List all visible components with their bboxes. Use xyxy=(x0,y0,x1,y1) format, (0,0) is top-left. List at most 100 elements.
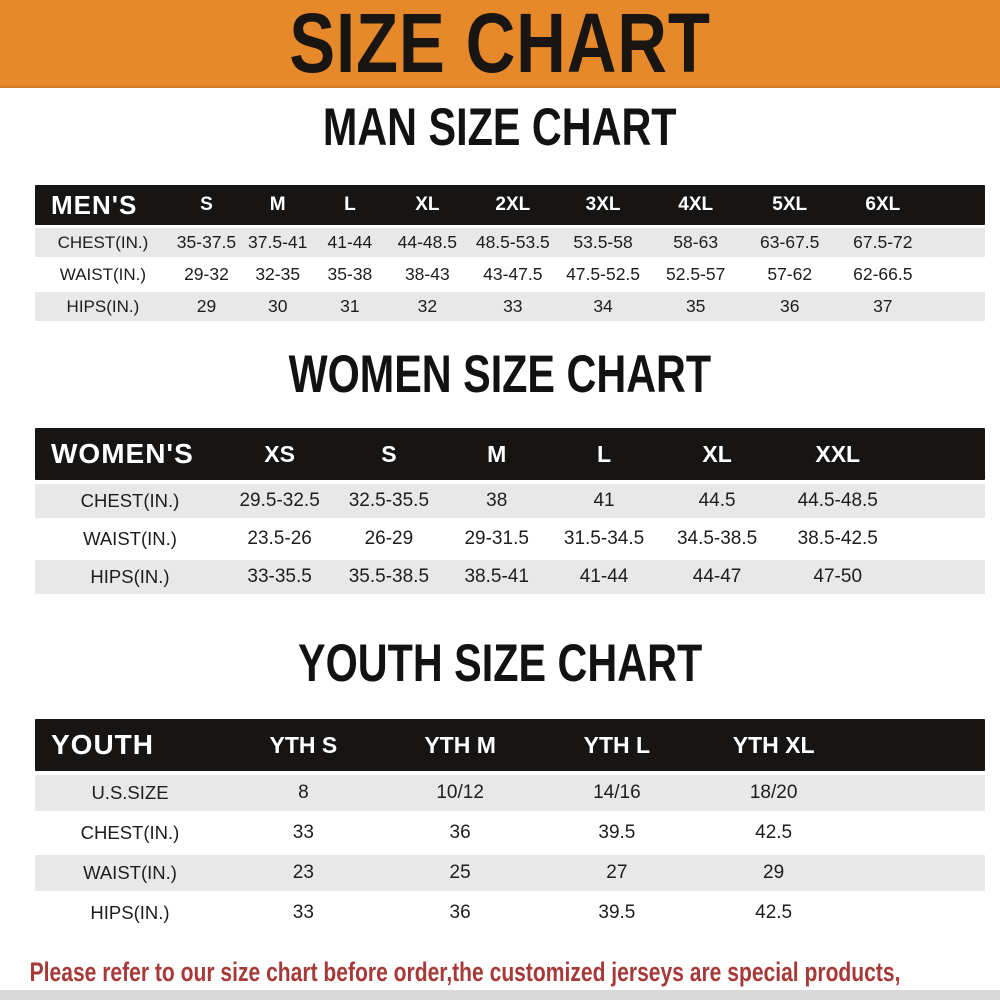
size-value: 41 xyxy=(593,490,615,511)
size-value: 35.5-38.5 xyxy=(348,566,430,587)
size-value: 47.5-52.5 xyxy=(566,264,641,284)
size-value: 31.5-34.5 xyxy=(563,528,645,549)
size-column-header: L xyxy=(344,194,356,215)
women-size-table: WOMEN'S XS S M L XL XXL CHEST(IN.) 29.5-32.5 32.5… xyxy=(35,428,985,594)
size-value: 29-32 xyxy=(184,264,229,284)
table-row: CHEST(IN.) 33 36 39.5 42.5 xyxy=(35,815,985,851)
bottom-strip xyxy=(0,990,1000,1000)
size-value: 41-44 xyxy=(579,566,629,587)
size-value: 53.5-58 xyxy=(573,232,633,252)
size-value: 26-29 xyxy=(364,528,414,549)
size-column-header: 6XL xyxy=(865,194,901,215)
row-label: HIPS(IN.) xyxy=(66,296,140,316)
row-label: WAIST(IN.) xyxy=(59,264,147,284)
size-value: 35-37.5 xyxy=(176,232,237,252)
size-column-header: S xyxy=(200,194,213,215)
banner: SIZE CHART xyxy=(0,0,1000,88)
size-value: 27 xyxy=(606,862,628,883)
table-row: WAIST(IN.) 23.5-26 26-29 29-31.5 31.5-34.5 34… xyxy=(35,522,985,556)
size-column-header: XL xyxy=(702,440,732,467)
size-column-header: XXL xyxy=(815,440,861,467)
size-column-header: 5XL xyxy=(772,194,808,215)
size-value: 62-66.5 xyxy=(853,264,913,284)
size-value: 34 xyxy=(593,296,613,316)
size-column-header: XS xyxy=(264,440,295,467)
size-value: 44-48.5 xyxy=(397,232,457,252)
row-label: U.S.SIZE xyxy=(91,782,169,803)
size-value: 39.5 xyxy=(598,902,636,923)
size-column-header: 2XL xyxy=(495,194,531,215)
size-column-header: YTH L xyxy=(583,731,651,758)
size-value: 57-62 xyxy=(767,264,813,284)
youth-section-heading: YOUTH SIZE CHART xyxy=(0,634,1000,703)
size-value: 38.5-41 xyxy=(464,566,529,587)
size-value: 52.5-57 xyxy=(666,264,726,284)
row-label: CHEST(IN.) xyxy=(80,490,180,511)
size-value: 34.5-38.5 xyxy=(676,528,758,549)
size-value: 36 xyxy=(449,902,471,923)
youth-section-heading-text: YOUTH SIZE CHART xyxy=(297,634,703,693)
size-column-header: YTH M xyxy=(424,731,496,758)
size-value: 44.5-48.5 xyxy=(797,490,878,511)
size-value: 63-67.5 xyxy=(760,232,820,252)
size-value: 29-31.5 xyxy=(464,528,529,549)
size-column-header: 3XL xyxy=(585,194,621,215)
size-value: 42.5 xyxy=(755,902,793,923)
size-value: 18/20 xyxy=(749,782,798,803)
size-value: 38-43 xyxy=(404,264,450,284)
size-value: 32-35 xyxy=(255,264,301,284)
size-value: 44.5 xyxy=(698,490,736,511)
size-value: 33 xyxy=(503,296,523,316)
size-column-header: M xyxy=(269,194,286,215)
size-value: 37 xyxy=(873,296,893,316)
size-value: 42.5 xyxy=(755,822,793,843)
table-title-cell: YOUTH xyxy=(51,729,154,760)
size-value: 38.5-42.5 xyxy=(797,528,878,549)
size-value: 14/16 xyxy=(593,782,641,803)
size-value: 32.5-35.5 xyxy=(348,490,430,511)
size-value: 67.5-72 xyxy=(853,232,913,252)
size-value: 36 xyxy=(779,296,800,316)
size-value: 23 xyxy=(292,862,314,883)
table-row: WAIST(IN.) 29-32 32-35 35-38 38-43 43-47.5 47.… xyxy=(35,260,985,289)
table-header-row: MEN'S S M L XL 2XL 3XL 4XL 5XL 6XL xyxy=(35,185,985,225)
men-section-heading: MAN SIZE CHART xyxy=(0,98,1000,167)
men-section-heading-text: MAN SIZE CHART xyxy=(323,98,677,157)
size-column-header: YTH S xyxy=(269,731,338,758)
size-value: 29.5-32.5 xyxy=(239,490,320,511)
row-label: WAIST(IN.) xyxy=(83,528,177,549)
women-section-heading-text: WOMEN SIZE CHART xyxy=(288,345,712,404)
size-value: 31 xyxy=(340,296,360,316)
size-value: 36 xyxy=(449,822,471,843)
row-label: CHEST(IN.) xyxy=(80,822,180,843)
size-column-header: M xyxy=(487,440,507,467)
row-label: CHEST(IN.) xyxy=(57,232,149,252)
banner-title: SIZE CHART xyxy=(289,0,711,90)
size-value: 41-44 xyxy=(327,232,373,252)
size-value: 43-47.5 xyxy=(483,264,543,284)
size-value: 38 xyxy=(486,490,508,511)
size-column-header: L xyxy=(597,440,612,467)
size-value: 23.5-26 xyxy=(247,528,312,549)
size-value: 58-63 xyxy=(673,232,719,252)
row-label: WAIST(IN.) xyxy=(83,862,177,883)
table-title-cell: WOMEN'S xyxy=(51,438,194,469)
size-column-header: YTH XL xyxy=(732,731,815,758)
table-row: WAIST(IN.) 23 25 27 29 xyxy=(35,855,985,891)
size-value: 35-38 xyxy=(327,264,373,284)
size-value: 37.5-41 xyxy=(248,232,308,252)
size-column-header: XL xyxy=(415,194,440,215)
footnote-line-1: Please refer to our size chart before or… xyxy=(29,957,901,987)
size-value: 48.5-53.5 xyxy=(475,232,550,252)
table-header-row: WOMEN'S XS S M L XL XXL xyxy=(35,428,985,480)
size-value: 33 xyxy=(292,822,314,843)
size-value: 10/12 xyxy=(436,782,484,803)
size-value: 35 xyxy=(685,296,706,316)
table-row: HIPS(IN.) 33-35.5 35.5-38.5 38.5-41 41-44 44-… xyxy=(35,560,985,594)
size-column-header: 4XL xyxy=(678,194,714,215)
table-row: HIPS(IN.) 33 36 39.5 42.5 xyxy=(35,895,985,931)
table-header-row: YOUTH YTH S YTH M YTH L YTH XL xyxy=(35,719,985,771)
men-size-table: MEN'S S M L XL 2XL 3XL 4XL 5XL 6XL CHEST(IN.) 35-37… xyxy=(35,185,985,321)
size-value: 29 xyxy=(196,296,217,316)
